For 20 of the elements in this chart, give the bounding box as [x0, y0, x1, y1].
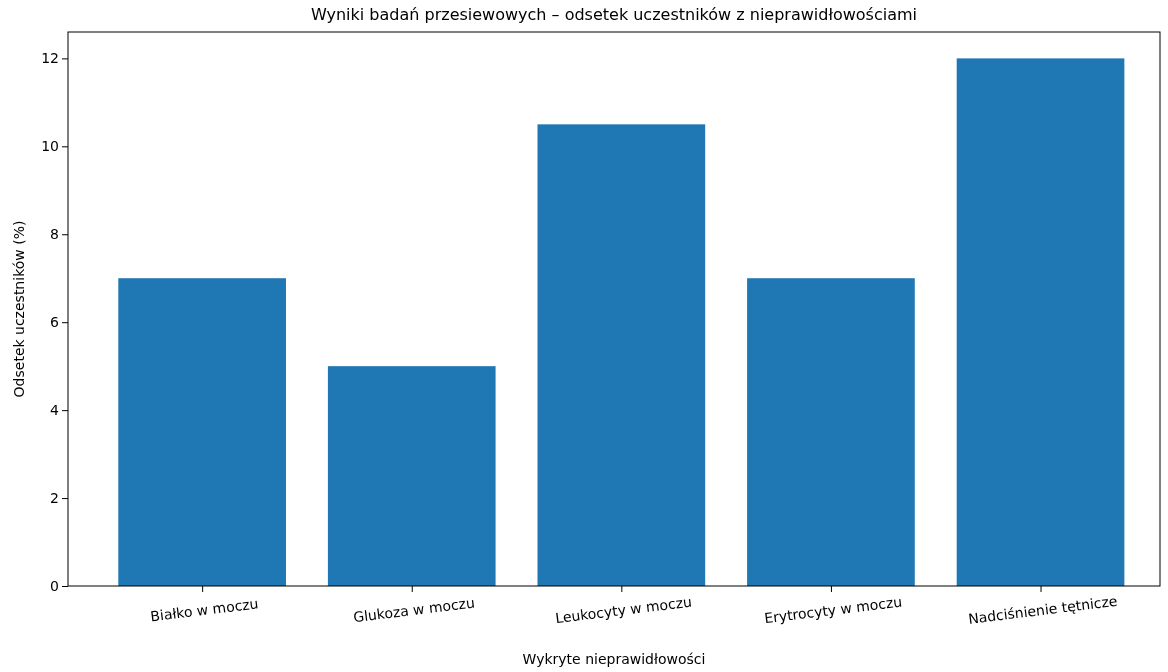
y-tick-label: 10: [41, 138, 59, 155]
y-axis-title: Odsetek uczestników (%): [11, 220, 27, 398]
y-tick-label: 6: [50, 314, 60, 331]
bar: [118, 278, 286, 586]
x-tick-label: Erytrocyty w moczu: [763, 593, 903, 627]
y-tick-label: 2: [50, 490, 59, 507]
x-axis-title: Wykryte nieprawidłowości: [522, 651, 706, 667]
chart-title: Wyniki badań przesiewowych – odsetek uczestników z nieprawidłowościami: [310, 5, 918, 24]
y-tick-label: 4: [50, 402, 60, 419]
bar: [956, 58, 1125, 586]
x-tick-label: Leukocyty w moczu: [554, 593, 693, 627]
bar: [537, 124, 706, 586]
x-tick-label: Glukoza w moczu: [352, 594, 476, 626]
y-tick-label: 8: [50, 226, 59, 243]
x-tick-label: Nadciśnienie tętnicze: [967, 592, 1119, 627]
y-tick-label: 0: [50, 577, 59, 594]
bar: [327, 366, 496, 586]
bar: [747, 278, 915, 586]
y-tick-label: 12: [41, 50, 59, 67]
x-tick-label: Białko w moczu: [149, 595, 260, 625]
